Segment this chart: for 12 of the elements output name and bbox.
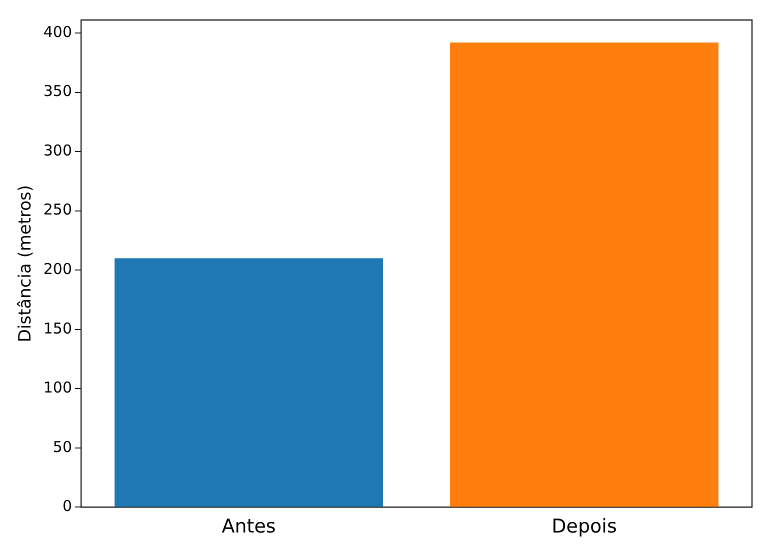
x-tick-label: Antes (222, 516, 276, 538)
y-tick-label: 0 (62, 497, 72, 516)
y-tick-label: 50 (52, 438, 72, 456)
y-tick-label: 400 (43, 22, 72, 41)
y-tick-label: 150 (43, 319, 72, 338)
y-tick-label: 300 (43, 141, 72, 160)
y-tick-label: 250 (43, 200, 72, 219)
x-tick-label: Depois (552, 516, 617, 538)
y-tick-label: 350 (43, 82, 72, 100)
y-tick-label: 200 (43, 260, 72, 278)
y-axis-title: Distância (metros) (16, 184, 36, 342)
y-tick-label: 100 (43, 378, 72, 397)
